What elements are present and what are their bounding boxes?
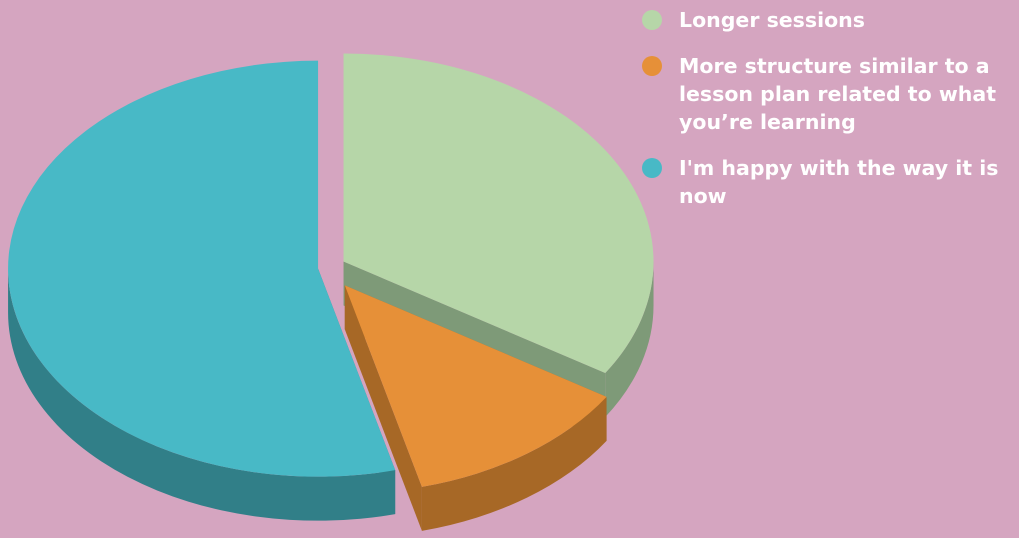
slice-outer-wall-2 <box>8 268 396 521</box>
legend-item-more-structure: More structure similar to a lesson plan … <box>642 52 1012 136</box>
slice-outer-wall-0 <box>605 261 654 417</box>
legend-swatch <box>642 10 662 30</box>
legend-swatch <box>642 158 662 178</box>
slice-cut-face-1-1 <box>344 285 422 531</box>
legend-label: Longer sessions <box>679 8 865 32</box>
slice-outer-wall-1 <box>421 396 607 531</box>
legend-item-happy-as-is: I'm happy with the way it is now <box>642 154 1012 210</box>
chart-legend: Longer sessions More structure similar t… <box>642 6 1012 228</box>
legend-label: I'm happy with the way it is now <box>679 156 999 208</box>
pie-slice-more-structure: More structure similar to a lesson plan … <box>344 285 607 487</box>
pie-slice-happy-as-is: I'm happy with the way it is now <box>8 60 396 477</box>
pie-slice-longer-sessions: Longer sessions <box>343 53 654 373</box>
legend-item-longer-sessions: Longer sessions <box>642 6 1012 34</box>
legend-label: More structure similar to a lesson plan … <box>679 54 996 134</box>
legend-swatch <box>642 56 662 76</box>
